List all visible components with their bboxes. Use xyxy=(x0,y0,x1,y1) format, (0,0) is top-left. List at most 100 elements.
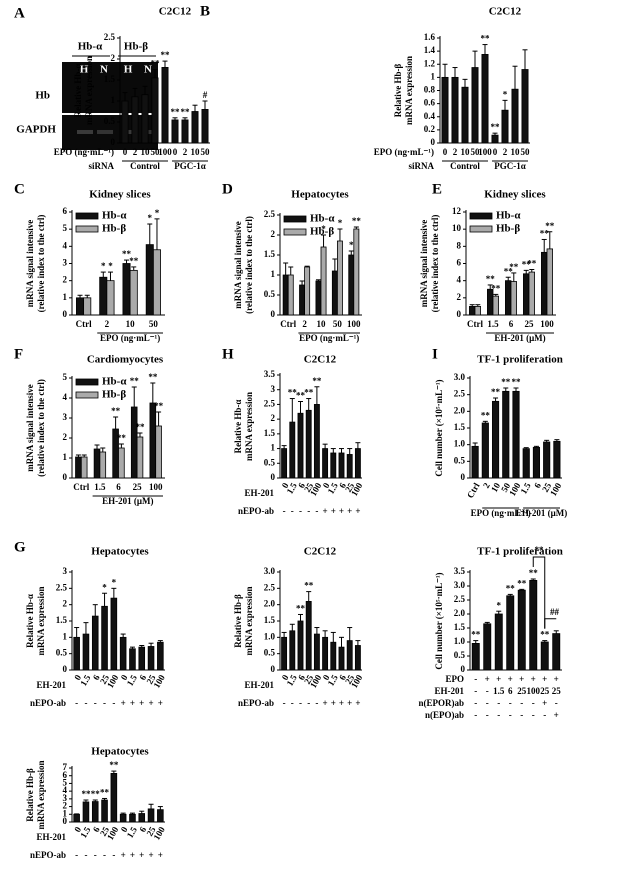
legend-swatch xyxy=(75,225,99,233)
bar xyxy=(75,456,82,479)
x-tick-label: 1.5 xyxy=(493,686,505,696)
x-tick-label: - xyxy=(520,698,523,708)
row-label: nEPO-ab xyxy=(30,698,66,708)
significance: ** xyxy=(352,216,362,226)
bar xyxy=(289,421,296,479)
y-tick-label: 7 xyxy=(63,762,68,772)
chart-title: C2C12 xyxy=(159,6,192,18)
bar xyxy=(353,228,360,316)
panel-letter: C xyxy=(14,181,25,197)
bar xyxy=(106,280,115,316)
bar xyxy=(346,640,353,671)
bar xyxy=(338,452,345,479)
bar xyxy=(80,456,88,479)
bar xyxy=(118,447,125,479)
y-tick-label: 10 xyxy=(452,223,462,233)
x-tick-label: - xyxy=(94,698,97,708)
bar xyxy=(346,454,353,479)
significance: ** xyxy=(481,410,491,420)
significance: ** xyxy=(181,107,191,117)
group-label: EH-201 (μM) xyxy=(102,496,153,506)
y-axis-label: Relative Hb-β xyxy=(25,768,35,822)
significance: ** xyxy=(512,377,522,387)
y-tick-label: 2.5 xyxy=(454,594,466,604)
x-tick-label: 2 xyxy=(481,481,492,490)
group-label: EPO (ng·mL⁻¹) xyxy=(299,333,359,343)
x-tick-label: 1.5 xyxy=(125,825,140,840)
y-tick-label: 0.6 xyxy=(424,98,436,108)
significance: ** xyxy=(91,789,101,799)
x-tick-label: 6 xyxy=(91,825,102,834)
y-tick-label: 1.6 xyxy=(424,32,436,42)
bar xyxy=(93,448,101,479)
bar xyxy=(502,390,510,479)
x-tick-label: 6 xyxy=(337,673,348,682)
y-tick-label: 0 xyxy=(63,816,68,826)
y-axis-label: Relative Hb-β xyxy=(233,594,243,648)
bar xyxy=(491,400,500,479)
chart-title: Hepatocytes xyxy=(291,189,349,201)
x-tick-label: 25 xyxy=(525,319,535,329)
chart-title: Hepatocytes xyxy=(91,546,149,558)
bar xyxy=(151,77,159,144)
bar xyxy=(201,109,209,144)
x-tick-label: + xyxy=(130,698,135,708)
y-tick-label: 1 xyxy=(271,269,276,279)
x-tick-label: - xyxy=(474,698,477,708)
bar xyxy=(91,615,99,671)
bar xyxy=(157,809,164,823)
row-label: n(EPO)ab xyxy=(425,710,464,720)
bar xyxy=(320,246,327,316)
y-tick-label: 0.5 xyxy=(56,648,68,658)
y-tick-label: 2.5 xyxy=(264,209,276,219)
x-tick-label: 50 xyxy=(149,319,159,329)
bar xyxy=(136,436,144,479)
x-tick-label: - xyxy=(283,698,286,708)
significance: ** xyxy=(151,59,161,69)
bar xyxy=(481,54,489,144)
y-axis-label: Relative Hb-β xyxy=(393,64,403,118)
x-tick-label: - xyxy=(112,698,115,708)
chart-title: TF-1 proliferation xyxy=(477,546,563,558)
bar xyxy=(281,636,288,671)
chart-title: C2C12 xyxy=(489,6,522,18)
x-tick-label: 50 xyxy=(151,147,161,157)
bar xyxy=(297,620,304,671)
y-tick-label: 5 xyxy=(63,372,68,382)
row-label: EPO (ng·mL⁻¹) xyxy=(374,147,434,157)
y-tick-label: 2 xyxy=(271,229,276,239)
x-tick-label: 6 xyxy=(509,319,514,329)
bar xyxy=(138,646,146,671)
x-tick-label: 10 xyxy=(511,147,521,157)
y-axis-label: mRNA expression xyxy=(404,56,414,125)
x-tick-label: 25 xyxy=(517,686,527,696)
x-tick-label: 100 xyxy=(548,481,564,498)
y-tick-label: 3 xyxy=(63,412,68,422)
significance: ** xyxy=(491,283,501,293)
x-tick-label: 10 xyxy=(141,147,151,157)
x-tick-label: 25 xyxy=(133,482,143,492)
y-tick-label: 0.5 xyxy=(264,457,276,467)
significance: # xyxy=(203,90,208,100)
legend-swatch xyxy=(469,225,493,233)
bar xyxy=(73,813,80,823)
x-tick-label: 10 xyxy=(461,147,471,157)
row-label: nEPO-ab xyxy=(238,698,274,708)
y-axis-label: mRNA expression xyxy=(84,56,94,125)
bar xyxy=(330,452,337,479)
legend-label: Hb-α xyxy=(102,376,127,388)
y-axis-label: (relative index to the ctrl) xyxy=(36,379,46,477)
x-tick-label: + xyxy=(148,850,153,860)
y-axis-label: Cell number (×10⁵·mL⁻¹) xyxy=(434,572,444,669)
chart-title: TF-1 proliferation xyxy=(477,354,563,366)
y-tick-label: 0.5 xyxy=(264,289,276,299)
bar xyxy=(354,645,361,671)
x-tick-label: 100 xyxy=(151,825,167,842)
significance: * xyxy=(155,208,160,218)
x-tick-label: + xyxy=(347,698,352,708)
bar xyxy=(181,119,189,144)
y-tick-label: 0.5 xyxy=(454,455,466,465)
bar xyxy=(130,406,138,479)
bar xyxy=(149,402,157,479)
y-axis-label: mRNA signal intensive xyxy=(233,221,243,309)
